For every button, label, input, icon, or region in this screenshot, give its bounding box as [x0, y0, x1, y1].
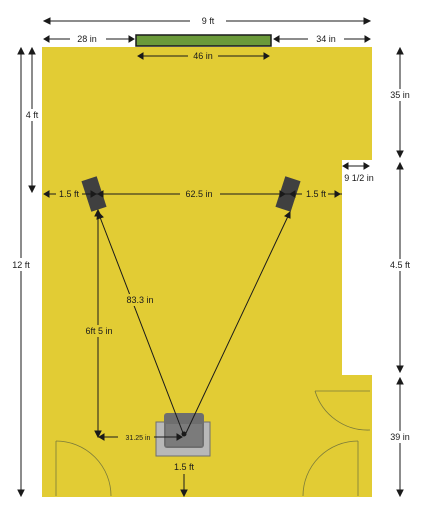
label-right-wall-top: 35 in — [390, 90, 410, 100]
listening-chair — [155, 413, 211, 457]
label-right-offset: 34 in — [316, 34, 336, 44]
label-speaker-front: 4 ft — [26, 110, 39, 120]
label-left-offset: 28 in — [77, 34, 97, 44]
label-left-speaker-side: 1.5 ft — [59, 189, 80, 199]
label-right-speaker-side: 1.5 ft — [306, 189, 327, 199]
label-room-width: 9 ft — [202, 16, 215, 26]
door-swing-lower-left — [55, 440, 112, 497]
label-recess-depth: 9 1/2 in — [344, 173, 374, 183]
label-feature-width: 46 in — [193, 51, 213, 61]
label-listener-side: 31.25 in — [126, 435, 151, 442]
label-listener-back: 1.5 ft — [174, 462, 195, 472]
label-right-wall-bottom: 39 in — [390, 432, 410, 442]
door-swing-lower-right-1 — [314, 390, 371, 431]
listening-triangle — [96, 210, 291, 434]
door-swing-lower-right-2 — [302, 440, 359, 497]
dim-listener-back — [180, 474, 188, 498]
listener-position — [181, 431, 187, 437]
label-room-length: 12 ft — [12, 260, 30, 270]
window-feature — [135, 34, 272, 47]
label-right-wall-mid: 4.5 ft — [390, 260, 411, 270]
dim-right-wall-top — [396, 46, 404, 159]
dim-room-length — [17, 46, 25, 498]
dim-recess-depth — [342, 162, 370, 170]
label-speaker-to-listener: 83.3 in — [126, 295, 153, 305]
label-speaker-depth: 6ft 5 in — [85, 326, 112, 336]
wall-recess — [342, 160, 374, 375]
label-speaker-spacing: 62.5 in — [185, 189, 212, 199]
